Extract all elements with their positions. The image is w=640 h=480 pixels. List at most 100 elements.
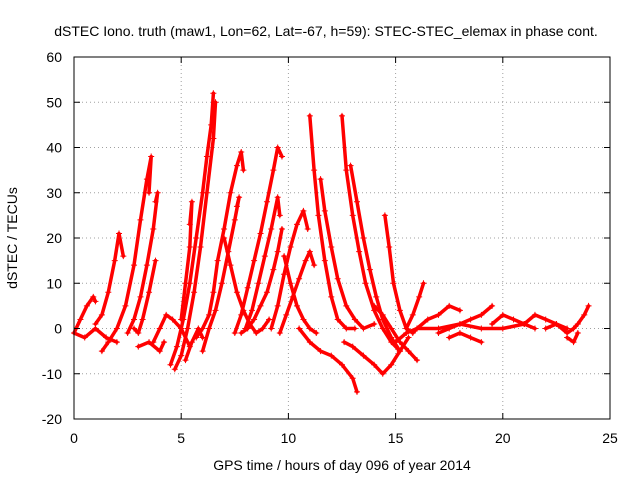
data-point (154, 189, 161, 196)
arc-line (239, 227, 284, 335)
data-point (255, 280, 262, 287)
data-point (339, 112, 345, 119)
data-point (274, 194, 281, 201)
data-point (98, 311, 105, 318)
y-tick-label: 60 (46, 49, 62, 65)
data-point (360, 325, 367, 332)
data-point (489, 302, 496, 309)
data-point (388, 325, 395, 332)
data-point (281, 253, 288, 260)
data-point (499, 325, 506, 332)
arc-line (233, 145, 284, 335)
data-arc (296, 325, 361, 395)
data-point (188, 339, 195, 346)
data-point (379, 325, 386, 332)
data-point (287, 244, 294, 251)
data-point (274, 144, 281, 151)
data-point (199, 325, 206, 332)
data-point (296, 275, 303, 282)
data-point (379, 311, 386, 318)
data-point (203, 189, 210, 196)
data-point (403, 325, 410, 332)
data-point (581, 311, 588, 318)
data-point (456, 320, 463, 327)
arc-line (308, 114, 357, 331)
data-point (231, 216, 238, 223)
data-point (131, 325, 138, 332)
data-arc (167, 90, 217, 368)
data-point (156, 348, 163, 355)
data-point (287, 280, 294, 287)
data-point (270, 167, 277, 174)
data-point (435, 330, 442, 337)
data-point (328, 244, 335, 251)
x-tick-label: 15 (388, 430, 404, 446)
data-point (212, 99, 219, 106)
data-point (266, 316, 273, 323)
data-point (420, 280, 427, 287)
data-point (236, 194, 243, 201)
data-point (354, 198, 361, 205)
data-point (414, 325, 421, 332)
data-point (281, 271, 288, 278)
data-point (268, 325, 275, 332)
data-point (131, 316, 138, 323)
data-point (311, 167, 318, 174)
data-point (296, 325, 303, 332)
data-point (304, 225, 311, 232)
data-point (90, 293, 97, 300)
data-point (306, 325, 313, 332)
data-point (478, 339, 485, 346)
data-point (251, 316, 258, 323)
data-point (210, 90, 217, 97)
data-point (257, 302, 264, 309)
data-point (334, 275, 341, 282)
data-point (186, 221, 193, 228)
data-point (137, 293, 144, 300)
data-point (193, 334, 200, 341)
data-point (456, 307, 463, 314)
data-point (478, 311, 485, 318)
y-tick-label: 40 (46, 140, 62, 156)
data-arc (199, 194, 243, 355)
data-point (251, 257, 258, 264)
data-point (113, 339, 120, 346)
data-arc (446, 330, 485, 346)
data-point (564, 334, 571, 341)
data-point (199, 334, 206, 341)
data-point (343, 325, 350, 332)
data-point (574, 330, 581, 337)
x-tick-label: 0 (70, 430, 78, 446)
data-point (116, 230, 123, 237)
data-point (349, 212, 356, 219)
arc-line (342, 335, 411, 376)
arc-line (200, 195, 241, 353)
data-point (276, 330, 283, 337)
arc-line (436, 304, 494, 335)
data-point (371, 302, 378, 309)
arc-line (173, 100, 218, 371)
data-point (214, 257, 221, 264)
data-arc (231, 144, 285, 337)
data-point (381, 212, 388, 219)
arc-line (222, 236, 271, 335)
data-point (92, 325, 99, 332)
arc-line (415, 322, 526, 331)
data-point (499, 311, 506, 318)
data-arc (564, 330, 581, 346)
data-point (585, 302, 592, 309)
data-point (328, 293, 335, 300)
data-point (489, 320, 496, 327)
data-point (371, 320, 378, 327)
data-point (354, 388, 361, 395)
data-arc (306, 112, 358, 332)
data-point (360, 235, 367, 241)
x-tick-label: 10 (281, 430, 297, 446)
data-point (227, 189, 234, 196)
data-arc (489, 311, 538, 332)
data-point (199, 348, 206, 355)
data-point (274, 302, 281, 309)
data-point (396, 307, 403, 314)
arc-line (318, 177, 376, 331)
